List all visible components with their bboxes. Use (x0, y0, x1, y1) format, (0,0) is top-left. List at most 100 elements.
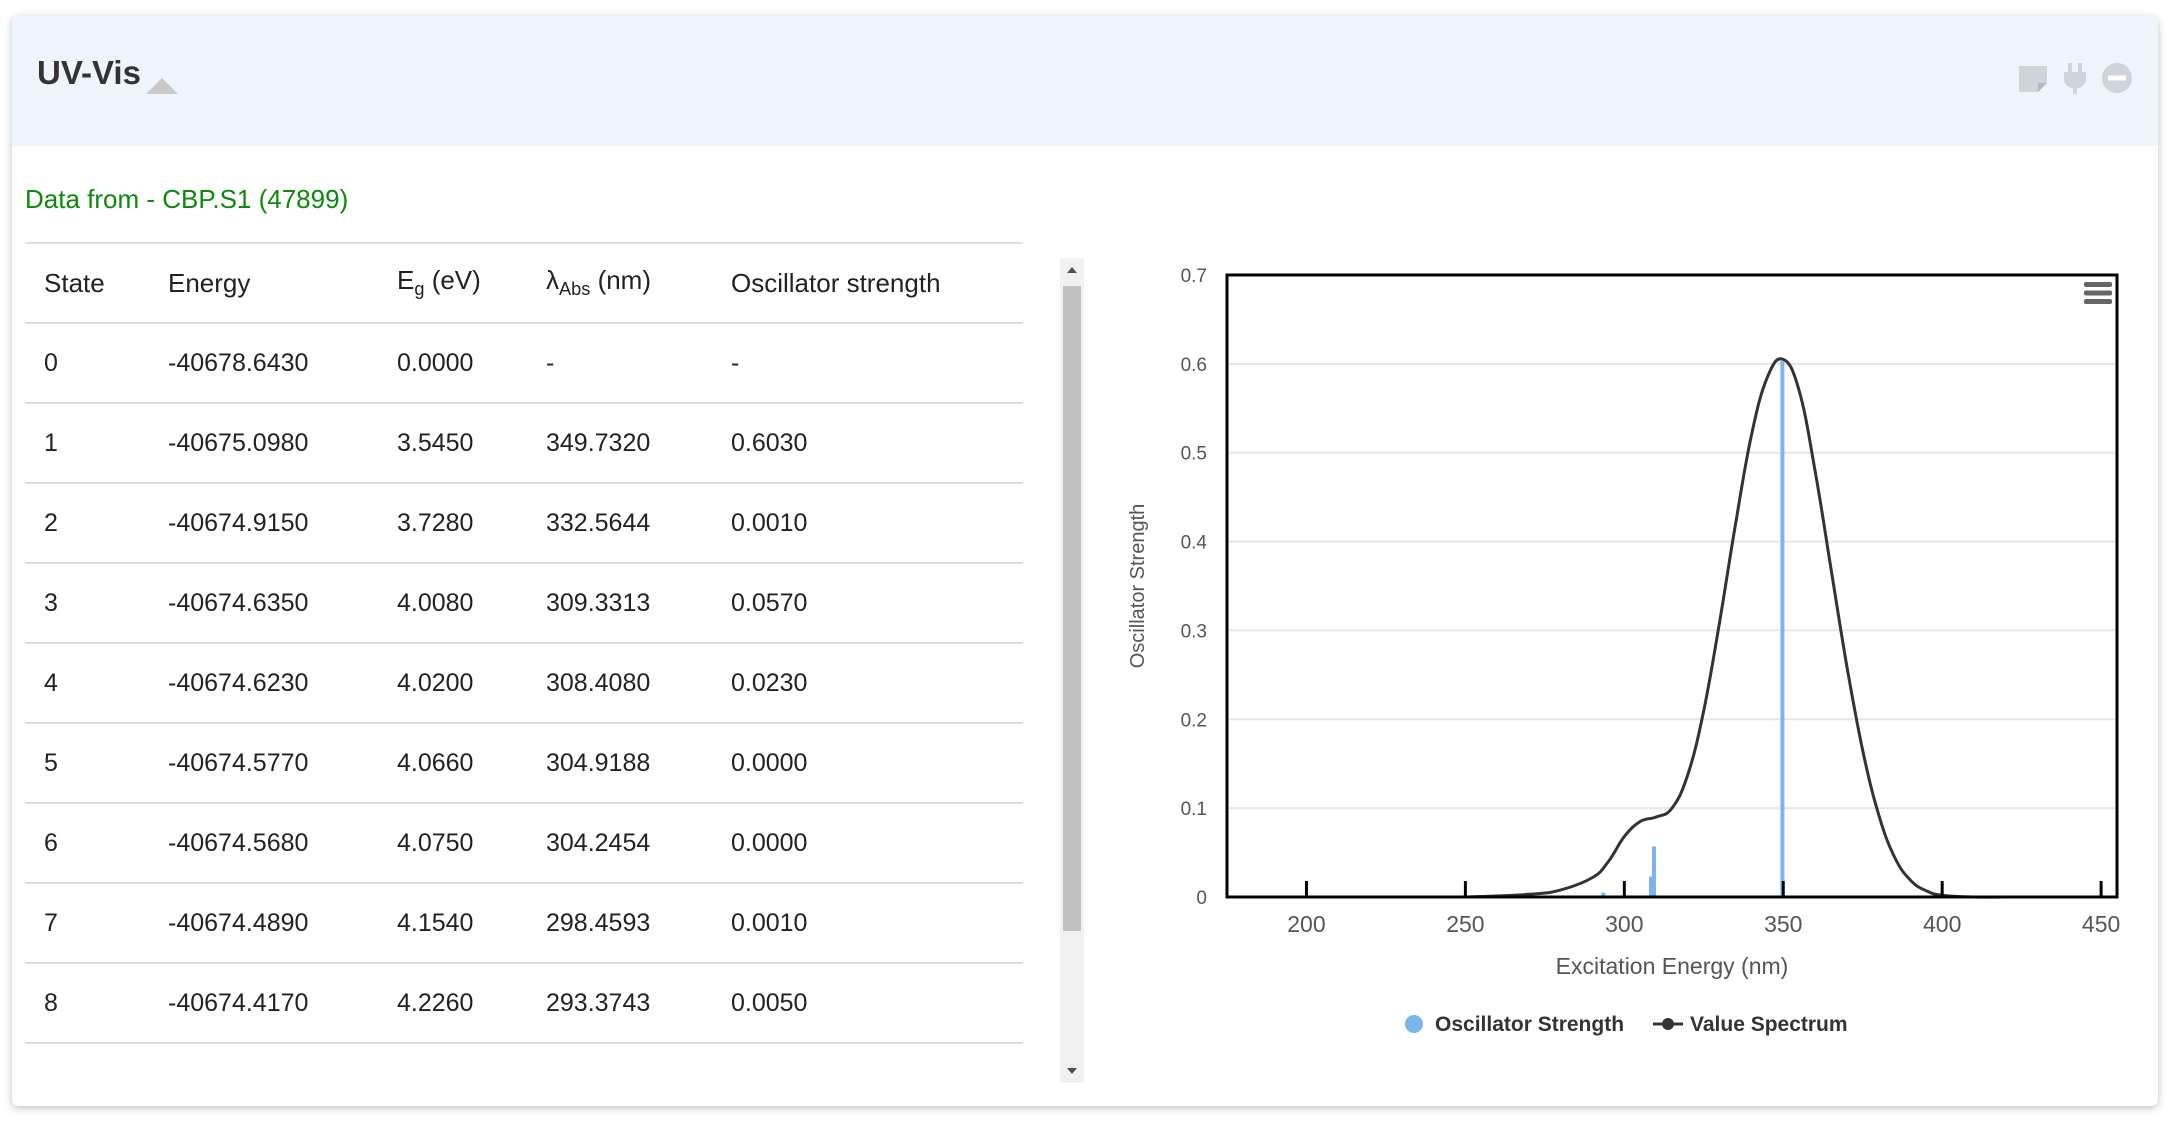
cell-energy: -40674.9150 (168, 508, 309, 537)
cell-state: 7 (44, 908, 58, 937)
oscillator-bar[interactable] (1780, 361, 1785, 898)
cell-lambda: 304.2454 (546, 828, 651, 857)
cell-eg: 3.5450 (397, 428, 474, 457)
scroll-up-arrow-icon[interactable] (1060, 258, 1084, 282)
col-header-lambda-sub: Abs (559, 279, 591, 300)
oscillator-bar[interactable] (1649, 876, 1654, 897)
legend-label-spectrum: Value Spectrum (1690, 1013, 1848, 1036)
minus-circle-icon[interactable] (2100, 61, 2134, 95)
legend-symbol-oscillator (1405, 1015, 1423, 1033)
triangle-up-icon[interactable] (144, 74, 180, 96)
table-row: 6 -40674.5680 4.0750 304.2454 0.0000 (25, 803, 1023, 883)
cell-eg: 0.0000 (397, 348, 474, 377)
hamburger-menu-icon[interactable] (2080, 278, 2116, 308)
states-table: State Energy Eg (eV) λAbs (nm) Oscillato… (25, 242, 1023, 1044)
states-table-container: State Energy Eg (eV) λAbs (nm) Oscillato… (25, 242, 1023, 1064)
plug-icon[interactable] (2058, 61, 2092, 95)
cell-state: 5 (44, 748, 58, 777)
col-header-eg-sub: g (414, 279, 425, 300)
cell-energy: -40674.5770 (168, 748, 309, 777)
chart-legend: Oscillator Strength Value Spectrum (1405, 1013, 1848, 1036)
cell-osc: - (731, 348, 740, 377)
legend-symbol-spectrum-marker (1662, 1018, 1674, 1030)
oscillator-bar[interactable] (1601, 892, 1606, 897)
x-tick-label: 350 (1764, 911, 1802, 937)
scroll-down-arrow-icon[interactable] (1060, 1059, 1084, 1083)
note-icon[interactable] (2016, 61, 2050, 95)
y-tick-label: 0 (1196, 888, 1207, 909)
x-tick-label: 250 (1446, 911, 1484, 937)
cell-state: 0 (44, 348, 58, 377)
header-tools (2016, 58, 2134, 98)
table-row: 0 -40678.6430 0.0000 - - (25, 323, 1023, 403)
uv-vis-chart: 0 0.1 0.2 0.3 0.4 0.5 0.6 0.7 200 250 300 350 400 450… (1127, 266, 2121, 1036)
x-tick-label: 300 (1605, 911, 1643, 937)
cell-lambda: 332.5644 (546, 508, 651, 537)
y-axis-title: Oscillator Strength (1127, 504, 1149, 669)
cell-eg: 4.0750 (397, 828, 474, 857)
col-header-eg-unit: (eV) (424, 265, 481, 296)
table-row: 8 -40674.4170 4.2260 293.3743 0.0050 (25, 963, 1023, 1043)
table-row: 4 -40674.6230 4.0200 308.4080 0.0230 (25, 643, 1023, 723)
uv-vis-panel: UV-Vis (12, 16, 2158, 1106)
cell-osc: 0.0230 (731, 668, 808, 697)
col-header-energy: Energy (168, 267, 251, 298)
col-header-lambda-unit: (nm) (590, 265, 652, 296)
cell-lambda: 293.3743 (546, 988, 651, 1017)
cell-energy: -40675.0980 (168, 428, 309, 457)
col-header-osc: Oscillator strength (731, 267, 941, 298)
data-source-label: Data from - CBP.S1 (47899) (25, 184, 349, 214)
oscillator-bars-layer (1601, 361, 1785, 898)
cell-eg: 4.0080 (397, 588, 474, 617)
y-tick-label: 0.5 (1181, 444, 1207, 465)
cell-osc: 0.0050 (731, 988, 808, 1017)
cell-state: 3 (44, 588, 58, 617)
table-scrollbar[interactable] (1060, 258, 1084, 1083)
cell-state: 6 (44, 828, 58, 857)
table-header-row: State Energy Eg (eV) λAbs (nm) Oscillato… (25, 243, 1023, 323)
cell-eg: 4.0660 (397, 748, 474, 777)
spectrum-line[interactable] (1465, 357, 2102, 899)
cell-energy: -40674.4170 (168, 988, 309, 1017)
cell-eg: 4.2260 (397, 988, 474, 1017)
cell-state: 1 (44, 428, 58, 457)
scrollbar-thumb[interactable] (1063, 286, 1081, 931)
cell-eg: 4.0200 (397, 668, 474, 697)
y-tick-label: 0.2 (1181, 710, 1207, 731)
chart-axes: 0 0.1 0.2 0.3 0.4 0.5 0.6 0.7 200 250 300 350 400 450 (1181, 266, 2121, 937)
chart-gridlines (1227, 274, 2117, 810)
oscillator-bar[interactable] (1651, 846, 1656, 897)
cell-osc: 0.6030 (731, 428, 808, 457)
y-tick-label: 0.3 (1181, 621, 1207, 642)
legend-item-value-spectrum[interactable]: Value Spectrum (1653, 1013, 1848, 1036)
x-axis-title: Excitation Energy (nm) (1556, 953, 1789, 979)
col-header-lambda: λAbs (nm) (527, 243, 712, 323)
cell-energy: -40674.4890 (168, 908, 309, 937)
col-header-state: State (44, 267, 105, 298)
table-row: 2 -40674.9150 3.7280 332.5644 0.0010 (25, 483, 1023, 563)
cell-lambda: 304.9188 (546, 748, 651, 777)
col-header-lambda-base: λ (546, 265, 559, 296)
legend-label-oscillator: Oscillator Strength (1435, 1013, 1624, 1036)
cell-lambda: 308.4080 (546, 668, 651, 697)
x-tick-label: 200 (1287, 911, 1325, 937)
cell-osc: 0.0570 (731, 588, 808, 617)
cell-osc: 0.0000 (731, 748, 808, 777)
plot-border (1225, 273, 2119, 899)
cell-state: 4 (44, 668, 58, 697)
cell-osc: 0.0000 (731, 828, 808, 857)
spectrum-line-layer (1465, 357, 2102, 899)
cell-energy: -40678.6430 (168, 348, 309, 377)
cell-state: 2 (44, 508, 58, 537)
table-row: 1 -40675.0980 3.5450 349.7320 0.6030 (25, 403, 1023, 483)
cell-eg: 3.7280 (397, 508, 474, 537)
table-row: 7 -40674.4890 4.1540 298.4593 0.0010 (25, 883, 1023, 963)
cell-energy: -40674.6230 (168, 668, 309, 697)
cell-osc: 0.0010 (731, 508, 808, 537)
cell-lambda: 309.3313 (546, 588, 651, 617)
col-header-eg: Eg (eV) (378, 243, 527, 323)
cell-osc: 0.0010 (731, 908, 808, 937)
x-tick-label: 450 (2082, 911, 2120, 937)
legend-item-oscillator-strength[interactable]: Oscillator Strength (1405, 1013, 1624, 1036)
table-row: 3 -40674.6350 4.0080 309.3313 0.0570 (25, 563, 1023, 643)
